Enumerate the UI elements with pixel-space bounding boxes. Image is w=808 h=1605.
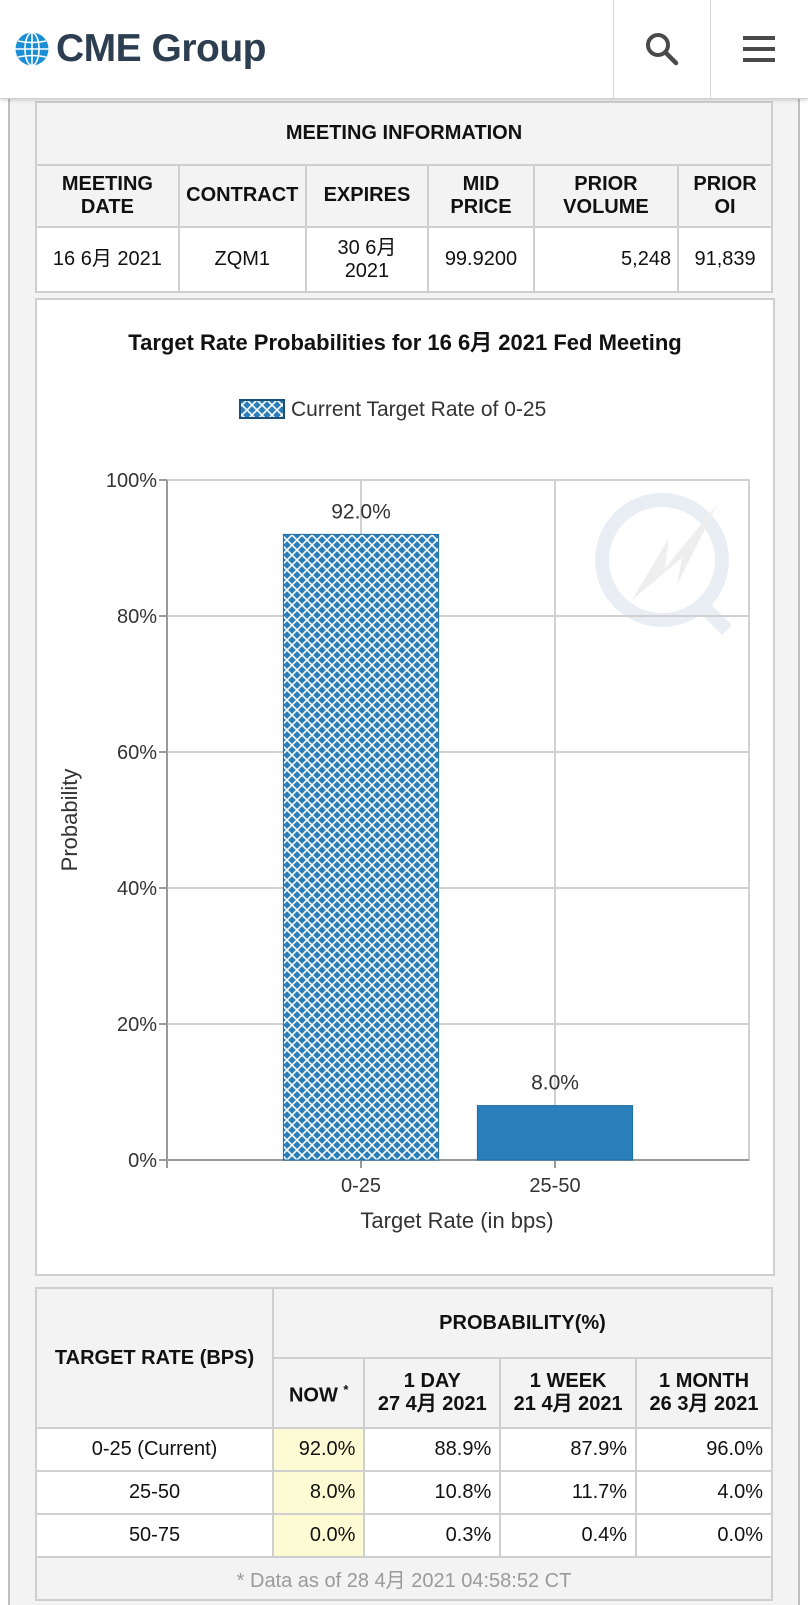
expires-value: 30 6月 2021 — [304, 226, 430, 293]
top-bar: CME Group — [0, 0, 808, 99]
mid-price-value: 99.9200 — [427, 226, 535, 293]
probability-chart: Target Rate Probabilities for 16 6月 2021… — [57, 330, 750, 1233]
y-axis-label: Probability — [57, 769, 82, 872]
x-tick-label: 25-50 — [529, 1175, 580, 1197]
day-cell: 88.9% — [363, 1427, 502, 1473]
table-row: 50-75 0.0% 0.3% 0.4% 0.0% — [34, 1513, 773, 1559]
contract-value: ZQM1 — [177, 226, 307, 293]
probability-table-panel: TARGET RATE (BPS) PROBABILITY(%) NOW * 1… — [34, 1286, 773, 1601]
bar-0-25 — [282, 533, 440, 1161]
week-cell: 11.7% — [499, 1470, 638, 1516]
logo-text: CME Group — [56, 27, 266, 70]
target-rate-header: TARGET RATE (BPS) — [34, 1286, 275, 1430]
data-timestamp-footnote: * Data as of 28 4月 2021 04:58:52 CT — [35, 1556, 773, 1601]
rate-cell: 50-75 — [34, 1513, 275, 1559]
now-cell: 92.0% — [272, 1427, 366, 1473]
data-label: 92.0% — [331, 500, 391, 523]
y-tick-label: 100% — [106, 470, 157, 492]
y-tick-label: 20% — [117, 1014, 157, 1036]
col-1-week-date: 21 4月 2021 — [513, 1393, 623, 1416]
globe-icon — [15, 31, 49, 67]
cme-group-logo[interactable]: CME Group — [14, 24, 266, 74]
hamburger-menu-icon — [743, 36, 775, 62]
bar-25-50 — [476, 1105, 634, 1161]
col-now-star: * — [343, 1382, 349, 1398]
content-frame: MEETING INFORMATION MEETING DATE CONTRAC… — [8, 98, 800, 1605]
legend-swatch — [239, 399, 285, 419]
week-cell: 0.4% — [499, 1513, 638, 1559]
meeting-info-panel: MEETING INFORMATION MEETING DATE CONTRAC… — [35, 101, 773, 293]
legend-label: Current Target Rate of 0-25 — [291, 398, 546, 421]
chart-panel: Target Rate Probabilities for 16 6月 2021… — [35, 298, 775, 1276]
col-prior-volume: PRIOR VOLUME — [532, 163, 680, 229]
month-cell: 4.0% — [635, 1470, 773, 1516]
x-axis-label: Target Rate (in bps) — [360, 1208, 553, 1233]
now-cell: 8.0% — [272, 1470, 366, 1516]
rate-cell: 0-25 (Current) — [34, 1427, 275, 1473]
y-tick-label: 0% — [128, 1150, 157, 1172]
col-1-week: 1 WEEK 21 4月 2021 — [499, 1357, 638, 1430]
table-row: 0-25 (Current) 92.0% 88.9% 87.9% 96.0% — [34, 1427, 773, 1473]
meeting-info-title: MEETING INFORMATION — [35, 101, 773, 166]
col-mid-price: MID PRICE — [427, 163, 535, 229]
plot-area-border — [166, 479, 750, 1161]
search-icon — [646, 33, 679, 66]
month-cell: 96.0% — [635, 1427, 773, 1473]
probability-header: PROBABILITY(%) — [272, 1286, 773, 1360]
table-row: 25-50 8.0% 10.8% 11.7% 4.0% — [34, 1470, 773, 1516]
col-prior-oi: PRIOR OI — [677, 163, 773, 229]
probability-table: TARGET RATE (BPS) PROBABILITY(%) NOW * 1… — [34, 1286, 773, 1601]
col-1-month-label: 1 MONTH — [659, 1370, 750, 1393]
col-now: NOW * — [272, 1357, 366, 1430]
day-cell: 10.8% — [363, 1470, 502, 1516]
search-button[interactable] — [614, 0, 710, 98]
col-meeting-date: MEETING DATE — [35, 163, 180, 229]
col-1-month-date: 26 3月 2021 — [649, 1393, 759, 1416]
col-1-week-label: 1 WEEK — [529, 1370, 607, 1393]
header-divider — [710, 0, 711, 98]
month-cell: 0.0% — [635, 1513, 773, 1559]
y-tick-label: 80% — [117, 606, 157, 628]
meeting-info-table: MEETING INFORMATION MEETING DATE CONTRAC… — [35, 101, 773, 293]
col-contract: CONTRACT — [177, 163, 307, 229]
watermark-logo — [595, 493, 732, 635]
prior-oi-value: 91,839 — [677, 226, 773, 293]
col-1-day-date: 27 4月 2021 — [377, 1393, 487, 1416]
y-tick-label: 40% — [117, 878, 157, 900]
col-1-month: 1 MONTH 26 3月 2021 — [635, 1357, 773, 1430]
data-label: 8.0% — [531, 1072, 579, 1095]
col-expires: EXPIRES — [304, 163, 430, 229]
week-cell: 87.9% — [499, 1427, 638, 1473]
rate-cell: 25-50 — [34, 1470, 275, 1516]
prior-volume-value: 5,248 — [532, 226, 680, 293]
meeting-date-value: 16 6月 2021 — [35, 226, 180, 293]
col-1-day-label: 1 DAY — [403, 1370, 461, 1393]
day-cell: 0.3% — [363, 1513, 502, 1559]
now-cell: 0.0% — [272, 1513, 366, 1559]
chart-title: Target Rate Probabilities for 16 6月 2021… — [128, 330, 681, 355]
col-1-day: 1 DAY 27 4月 2021 — [363, 1357, 502, 1430]
header-divider — [613, 0, 614, 98]
col-now-label: NOW — [288, 1384, 338, 1407]
x-tick-label: 0-25 — [341, 1175, 381, 1197]
menu-button[interactable] — [711, 0, 807, 98]
y-tick-label: 60% — [117, 742, 157, 764]
